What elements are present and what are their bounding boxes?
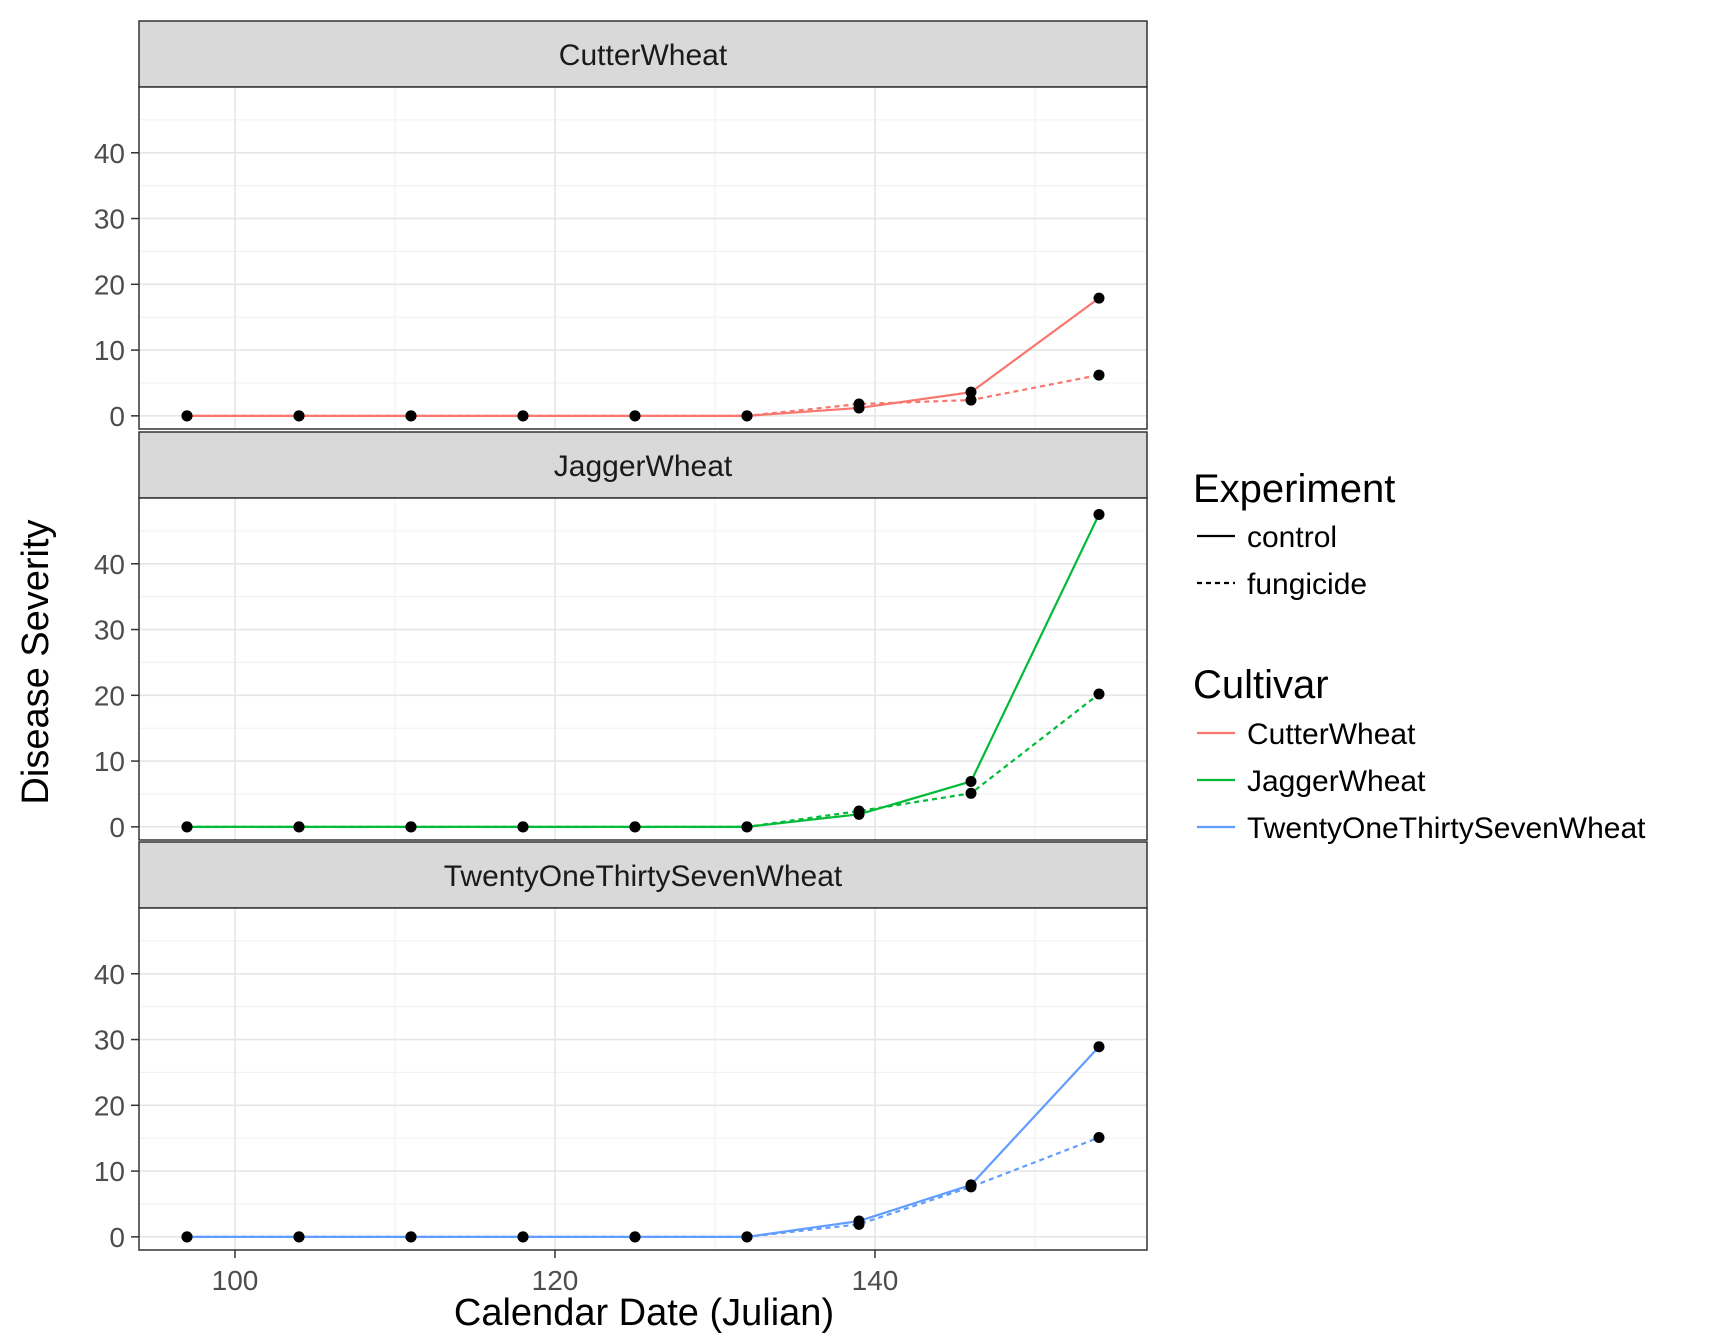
y-tick-label: 20 <box>94 1090 125 1121</box>
facet-panel: TwentyOneThirtySevenWheat 0 10 20 30 40 <box>94 841 1148 1253</box>
plot-background <box>139 87 1147 429</box>
facet-title: TwentyOneThirtySevenWheat <box>444 860 843 893</box>
y-tick-label: 30 <box>94 1025 125 1056</box>
facet-panel: CutterWheat 0 10 20 30 40 <box>94 20 1148 432</box>
facet-title: JaggerWheat <box>554 450 733 483</box>
y-tick-label: 10 <box>94 1156 125 1187</box>
data-point <box>741 821 753 833</box>
data-point <box>181 821 193 833</box>
panel-border <box>138 86 1148 430</box>
data-point <box>965 787 977 799</box>
y-tick-label: 40 <box>94 549 125 580</box>
series-line-fungicide <box>187 373 1100 417</box>
y-tick-label: 20 <box>94 269 125 300</box>
data-point <box>517 410 529 422</box>
data-point <box>1093 508 1105 520</box>
data-point <box>293 821 305 833</box>
data-point <box>1093 292 1105 304</box>
data-point <box>405 410 417 422</box>
x-tick-label: 140 <box>852 1265 899 1296</box>
facet-panel: JaggerWheat 0 10 20 30 40 <box>94 431 1148 843</box>
legend-label-jaggerwheat: JaggerWheat <box>1247 765 1426 798</box>
data-point <box>293 410 305 422</box>
legend-label-fungicide: fungicide <box>1247 568 1367 601</box>
series-line-fungicide <box>187 693 1100 828</box>
y-tick-label: 0 <box>109 812 125 843</box>
data-point <box>965 394 977 406</box>
panel-border <box>138 907 1148 1251</box>
facet-panels: CutterWheat 0 10 20 30 40 JaggerWheat 0 10 20 30 40… <box>94 20 1148 1253</box>
data-point <box>1093 369 1105 381</box>
data-point <box>965 386 977 398</box>
data-point <box>181 410 193 422</box>
data-point <box>181 1231 193 1243</box>
data-point <box>629 821 641 833</box>
data-point <box>1093 1132 1105 1144</box>
data-point <box>741 410 753 422</box>
data-point <box>629 1231 641 1243</box>
legend-label-cutterwheat: CutterWheat <box>1247 718 1416 751</box>
data-point <box>517 821 529 833</box>
data-point <box>853 398 865 410</box>
y-tick-label: 30 <box>94 615 125 646</box>
panel-border <box>138 497 1148 841</box>
legend-label-control: control <box>1247 521 1337 554</box>
series-line-fungicide <box>187 1136 1100 1238</box>
y-tick-label: 40 <box>94 138 125 169</box>
data-point <box>629 410 641 422</box>
legend: Experiment control fungicide Cultivar Cu… <box>1193 467 1646 845</box>
plot-background <box>139 498 1147 840</box>
x-tick-label: 120 <box>532 1265 579 1296</box>
legend-title-experiment: Experiment <box>1193 467 1395 511</box>
y-tick-label: 30 <box>94 204 125 235</box>
y-axis-title: Disease Severity <box>15 519 57 804</box>
facet-strip <box>138 431 1148 499</box>
facet-strip <box>138 20 1148 88</box>
data-point <box>853 1218 865 1230</box>
x-axis-title: Calendar Date (Julian) <box>454 1292 834 1334</box>
data-point <box>965 775 977 787</box>
y-tick-label: 0 <box>109 1222 125 1253</box>
data-point <box>1093 688 1105 700</box>
legend-title-cultivar: Cultivar <box>1193 663 1329 707</box>
data-point <box>517 1231 529 1243</box>
data-point <box>965 1181 977 1193</box>
data-point <box>853 805 865 817</box>
facet-title: CutterWheat <box>559 39 728 72</box>
data-point <box>1093 1041 1105 1053</box>
facet-strip <box>138 841 1148 909</box>
y-tick-label: 0 <box>109 401 125 432</box>
x-axis: 100 120 140 <box>212 1250 899 1296</box>
x-tick-label: 100 <box>212 1265 259 1296</box>
data-point <box>405 1231 417 1243</box>
y-tick-label: 40 <box>94 959 125 990</box>
y-tick-label: 10 <box>94 746 125 777</box>
plot-background <box>139 908 1147 1250</box>
data-point <box>293 1231 305 1243</box>
data-point <box>405 821 417 833</box>
y-tick-label: 20 <box>94 680 125 711</box>
legend-label-twentyonethirtysevenwheat: TwentyOneThirtySevenWheat <box>1247 812 1646 845</box>
data-point <box>741 1231 753 1243</box>
y-tick-label: 10 <box>94 335 125 366</box>
